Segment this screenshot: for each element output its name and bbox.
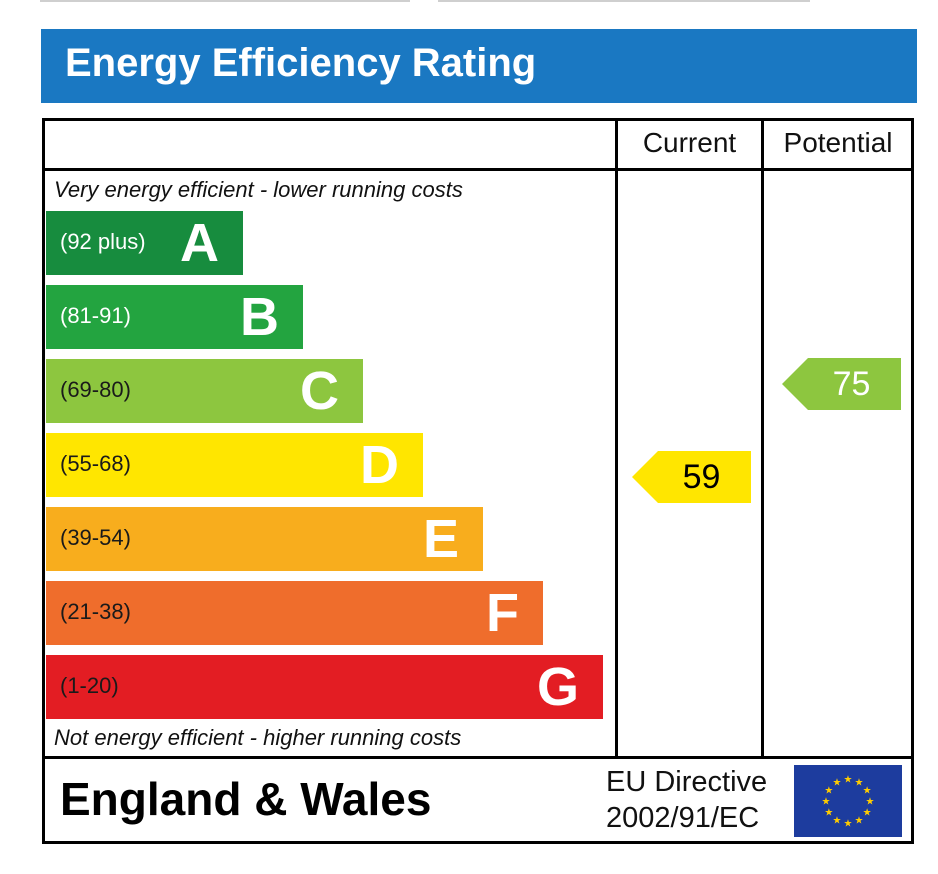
eu-star-icon: ★ <box>833 777 842 788</box>
band-range-label: (81-91) <box>60 303 131 328</box>
band-d: (55-68) D <box>46 433 423 497</box>
band-b: (81-91) B <box>46 285 303 349</box>
current-rating-arrow: 59 <box>632 451 751 503</box>
eu-star-icon: ★ <box>866 797 875 808</box>
band-range-label: (92 plus) <box>60 229 146 254</box>
current-column-header: Current <box>642 127 737 158</box>
eu-star-icon: ★ <box>863 786 872 797</box>
potential-column-divider <box>761 118 764 758</box>
directive-line-2: 2002/91/EC <box>606 802 760 834</box>
eu-star-icon: ★ <box>863 808 872 819</box>
band-f: (21-38) F <box>46 581 543 645</box>
band-letter: E <box>422 509 459 569</box>
top-divider-right <box>438 0 810 2</box>
rating-table-frame <box>42 118 914 844</box>
efficient-note: Very energy efficient - lower running co… <box>54 177 463 202</box>
eu-star-icon: ★ <box>822 797 831 808</box>
eu-star-icon: ★ <box>824 808 833 819</box>
directive-line-1: EU Directive <box>606 766 768 798</box>
eu-star-icon: ★ <box>855 816 864 827</box>
eu-star-icon: ★ <box>833 816 842 827</box>
band-range-label: (21-38) <box>60 599 131 624</box>
band-letter: C <box>300 361 339 421</box>
band-letter: G <box>536 657 579 717</box>
eu-star-icon: ★ <box>824 786 833 797</box>
current-rating-value: 59 <box>682 458 721 496</box>
band-c: (69-80) C <box>46 359 363 423</box>
country-label: England & Wales <box>60 773 432 825</box>
band-range-label: (55-68) <box>60 451 131 476</box>
potential-rating-value: 75 <box>832 365 871 403</box>
eu-star-icon: ★ <box>844 775 853 786</box>
band-range-label: (1-20) <box>60 673 119 698</box>
potential-column-header: Potential <box>783 127 893 158</box>
header-row-divider <box>42 168 914 171</box>
chart-header: Energy Efficiency Rating <box>41 29 917 103</box>
eu-star-icon: ★ <box>844 819 853 830</box>
band-letter: B <box>240 287 279 347</box>
footer-row-divider <box>42 756 914 759</box>
band-e: (39-54) E <box>46 507 483 571</box>
potential-rating-arrow: 75 <box>782 358 901 410</box>
eu-flag-icon: ★ ★ ★ ★ ★ ★ ★ ★ ★ ★ ★ ★ <box>794 765 902 837</box>
band-letter: D <box>360 435 399 495</box>
band-letter: A <box>180 213 219 273</box>
band-a: (92 plus) A <box>46 211 243 275</box>
band-letter: F <box>486 583 519 643</box>
current-column-divider <box>615 118 618 758</box>
top-divider-left <box>40 0 410 2</box>
band-range-label: (69-80) <box>60 377 131 402</box>
band-range-label: (39-54) <box>60 525 131 550</box>
chart-title: Energy Efficiency Rating <box>65 41 537 85</box>
inefficient-note: Not energy efficient - higher running co… <box>54 725 462 750</box>
eu-flag-stars: ★ ★★★★★★★★★★★ <box>822 775 875 830</box>
band-g: (1-20) G <box>46 655 603 719</box>
eu-star-icon: ★ <box>855 777 864 788</box>
